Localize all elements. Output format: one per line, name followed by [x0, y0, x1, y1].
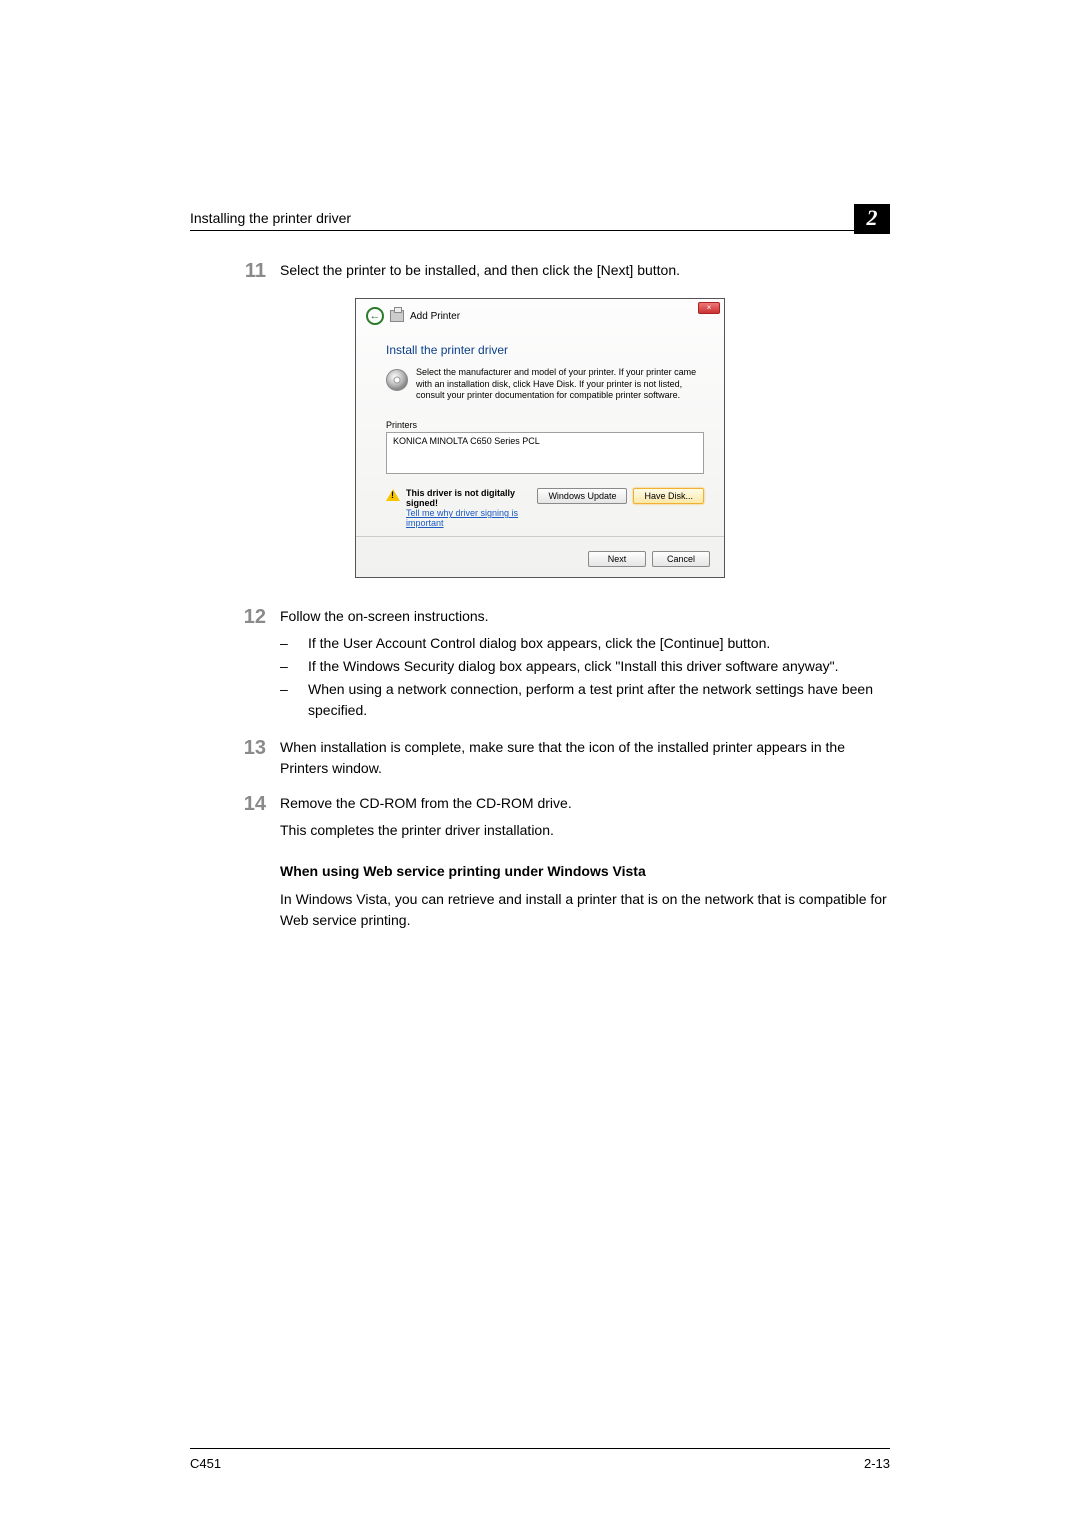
- warning-bold-text: This driver is not digitally signed!: [406, 488, 531, 508]
- cancel-button[interactable]: Cancel: [652, 551, 710, 567]
- have-disk-button[interactable]: Have Disk...: [633, 488, 704, 504]
- close-button[interactable]: ×: [698, 302, 720, 314]
- step-body: Remove the CD-ROM from the CD-ROM drive.…: [280, 793, 890, 841]
- section-body-text: In Windows Vista, you can retrieve and i…: [280, 889, 890, 931]
- dialog-instruction-text: Select the manufacturer and model of you…: [416, 367, 704, 402]
- back-button[interactable]: ←: [366, 307, 384, 325]
- driver-buttons: Windows Update Have Disk...: [537, 488, 704, 504]
- footer-model: C451: [190, 1456, 221, 1471]
- footer-rule: [190, 1448, 890, 1449]
- signing-warning-row: This driver is not digitally signed! Tel…: [386, 488, 704, 528]
- step-text: Select the printer to be installed, and …: [280, 260, 890, 282]
- list-item: – If the Windows Security dialog box app…: [280, 656, 890, 677]
- header-rule: [190, 230, 890, 231]
- step-number: 11: [190, 260, 266, 282]
- running-header-title: Installing the printer driver: [190, 210, 351, 226]
- dialog-title: Install the printer driver: [386, 343, 704, 357]
- printers-label: Printers: [386, 420, 704, 430]
- page: Installing the printer driver 2 11 Selec…: [0, 0, 1080, 1527]
- dialog-instruction-row: Select the manufacturer and model of you…: [386, 367, 704, 402]
- step-13: 13 When installation is complete, make s…: [190, 737, 890, 779]
- dialog-header: ← Add Printer: [356, 299, 724, 329]
- bullet-dash: –: [280, 679, 294, 721]
- step-bullet-list: – If the User Account Control dialog box…: [280, 633, 890, 721]
- step-number: 14: [190, 793, 266, 841]
- bullet-dash: –: [280, 656, 294, 677]
- step-text: Remove the CD-ROM from the CD-ROM drive.: [280, 795, 572, 811]
- windows-update-button[interactable]: Windows Update: [537, 488, 627, 504]
- bullet-dash: –: [280, 633, 294, 654]
- section-heading: When using Web service printing under Wi…: [280, 863, 890, 879]
- content-area: 11 Select the printer to be installed, a…: [190, 260, 890, 931]
- next-button[interactable]: Next: [588, 551, 646, 567]
- step-extra-text: This completes the printer driver instal…: [280, 820, 890, 841]
- footer-page-number: 2-13: [864, 1456, 890, 1471]
- printer-list-item[interactable]: KONICA MINOLTA C650 Series PCL: [393, 436, 697, 446]
- driver-signing-link[interactable]: Tell me why driver signing is important: [406, 508, 518, 528]
- bullet-text: If the User Account Control dialog box a…: [308, 633, 890, 654]
- warning-text-block: This driver is not digitally signed! Tel…: [406, 488, 531, 528]
- warning-icon: [386, 489, 400, 501]
- step-text: Follow the on-screen instructions.: [280, 608, 489, 624]
- step-12: 12 Follow the on-screen instructions. – …: [190, 606, 890, 723]
- dialog-footer-buttons: Next Cancel: [356, 536, 724, 567]
- add-printer-dialog: × ← Add Printer Install the printer driv…: [355, 298, 725, 578]
- bullet-text: If the Windows Security dialog box appea…: [308, 656, 890, 677]
- bullet-text: When using a network connection, perform…: [308, 679, 890, 721]
- step-text: When installation is complete, make sure…: [280, 737, 890, 779]
- breadcrumb-text: Add Printer: [410, 311, 460, 322]
- step-14: 14 Remove the CD-ROM from the CD-ROM dri…: [190, 793, 890, 841]
- step-11: 11 Select the printer to be installed, a…: [190, 260, 890, 282]
- printers-listbox[interactable]: KONICA MINOLTA C650 Series PCL: [386, 432, 704, 474]
- printer-icon: [390, 310, 404, 322]
- disc-icon: [386, 369, 408, 391]
- dialog-figure: × ← Add Printer Install the printer driv…: [190, 298, 890, 578]
- step-body: Follow the on-screen instructions. – If …: [280, 606, 890, 723]
- step-number: 13: [190, 737, 266, 779]
- list-item: – If the User Account Control dialog box…: [280, 633, 890, 654]
- list-item: – When using a network connection, perfo…: [280, 679, 890, 721]
- step-number: 12: [190, 606, 266, 723]
- dialog-body: Install the printer driver Select the ma…: [356, 329, 724, 528]
